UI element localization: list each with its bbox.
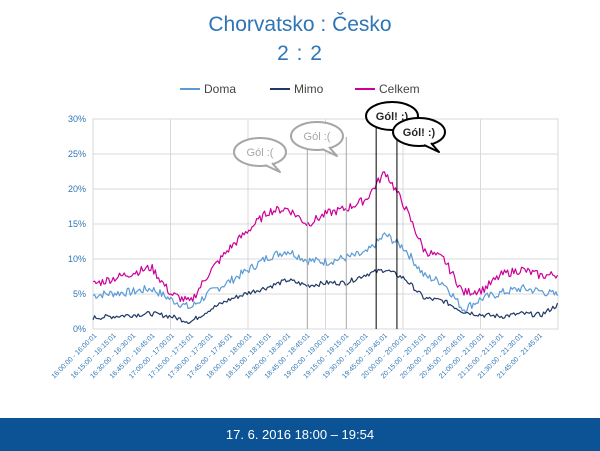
goal-callout-label: Gól :( [304, 131, 331, 143]
goal-callout-tail [423, 142, 440, 153]
y-tick-label: 0% [73, 324, 86, 334]
legend-swatch-celkem [355, 87, 375, 90]
chart-legend: Doma Mimo Celkem [0, 80, 600, 98]
legend-label-celkem: Celkem [379, 82, 420, 96]
goal-callout-label: Gól :( [247, 147, 274, 159]
goal-callout-label: Gól! :) [403, 127, 436, 139]
y-tick-label: 25% [68, 149, 86, 159]
line-chart: 0%5%10%15%20%25%30%16:00:00 - 16:00:0116… [51, 101, 559, 380]
legend-swatch-doma [180, 87, 200, 90]
legend-label-mimo: Mimo [294, 82, 324, 96]
y-tick-label: 5% [73, 289, 86, 299]
series-line-mimo [92, 268, 559, 325]
goal-callout-bubble [233, 137, 287, 167]
chart-title: Chorvatsko : Česko [208, 13, 392, 36]
series-line-celkem [92, 171, 559, 302]
footer-date-range: 17. 6. 2016 18:00 – 19:54 [225, 427, 375, 442]
goal-callout-bubble [290, 121, 344, 151]
goal-callout-tail [264, 162, 281, 173]
legend-item-celkem: Celkem [355, 80, 420, 98]
legend-swatch-mimo [270, 87, 290, 90]
legend-item-mimo: Mimo [270, 80, 323, 98]
y-tick-label: 15% [68, 219, 86, 229]
goal-callout-tail [321, 146, 338, 157]
y-tick-label: 10% [68, 254, 86, 264]
legend-item-doma: Doma [180, 80, 236, 98]
legend-label-doma: Doma [204, 82, 237, 96]
footer-bar: 17. 6. 2016 18:00 – 19:54 [0, 418, 600, 451]
match-score: 2 : 2 [277, 42, 323, 65]
series-line-doma [92, 232, 559, 313]
goal-callout-bubble [392, 117, 446, 147]
goal-callout-label: Gól! :) [376, 111, 409, 123]
y-tick-label: 30% [68, 114, 86, 124]
y-tick-label: 20% [68, 184, 86, 194]
